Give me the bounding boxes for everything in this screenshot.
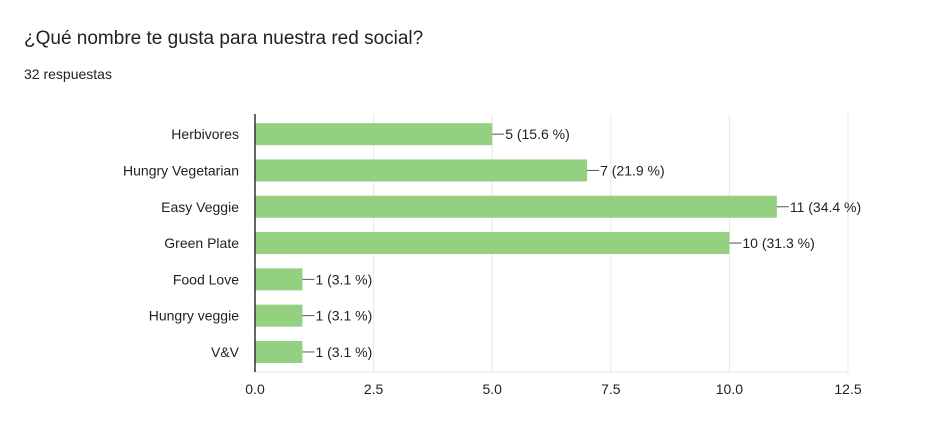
x-tick-label: 12.5 xyxy=(834,381,861,397)
response-count: 32 respuestas xyxy=(24,66,112,82)
grid-layer xyxy=(255,114,849,373)
category-label: Green Plate xyxy=(164,235,239,251)
category-label: Hungry veggie xyxy=(149,308,239,324)
data-label: 7 (21.9 %) xyxy=(600,162,665,178)
x-tick-label: 0.0 xyxy=(245,381,265,397)
data-label: 1 (3.1 %) xyxy=(315,271,372,287)
axis-layer: 0.0 2.5 5.0 7.5 10.0 12.5 xyxy=(245,114,862,397)
bar xyxy=(255,268,303,291)
data-label: 10 (31.3 %) xyxy=(742,235,814,251)
data-label: 11 (34.4 %) xyxy=(790,199,861,215)
x-tick-label: 5.0 xyxy=(482,381,502,397)
bar xyxy=(255,123,493,146)
category-label: Food Love xyxy=(173,271,239,287)
category-label: V&V xyxy=(211,344,240,360)
category-label: Easy Veggie xyxy=(161,199,239,215)
data-label: 1 (3.1 %) xyxy=(315,308,372,324)
x-tick-label: 2.5 xyxy=(364,381,384,397)
data-label: 1 (3.1 %) xyxy=(315,344,372,360)
data-label: 5 (15.6 %) xyxy=(505,126,570,142)
bar xyxy=(255,195,777,218)
category-label: Hungry Vegetarian xyxy=(123,162,239,178)
x-tick-label: 7.5 xyxy=(601,381,621,397)
category-label: Herbivores xyxy=(171,126,239,142)
x-tick-label: 10.0 xyxy=(716,381,743,397)
bar xyxy=(255,304,303,327)
question-title: ¿Qué nombre te gusta para nuestra red so… xyxy=(24,28,424,49)
bar xyxy=(255,232,730,255)
bar xyxy=(255,340,303,363)
bar xyxy=(255,159,588,182)
labels-layer: Herbivores 5 (15.6 %) Hungry Vegetarian 7 (… xyxy=(123,126,861,360)
bars-layer xyxy=(255,123,777,363)
